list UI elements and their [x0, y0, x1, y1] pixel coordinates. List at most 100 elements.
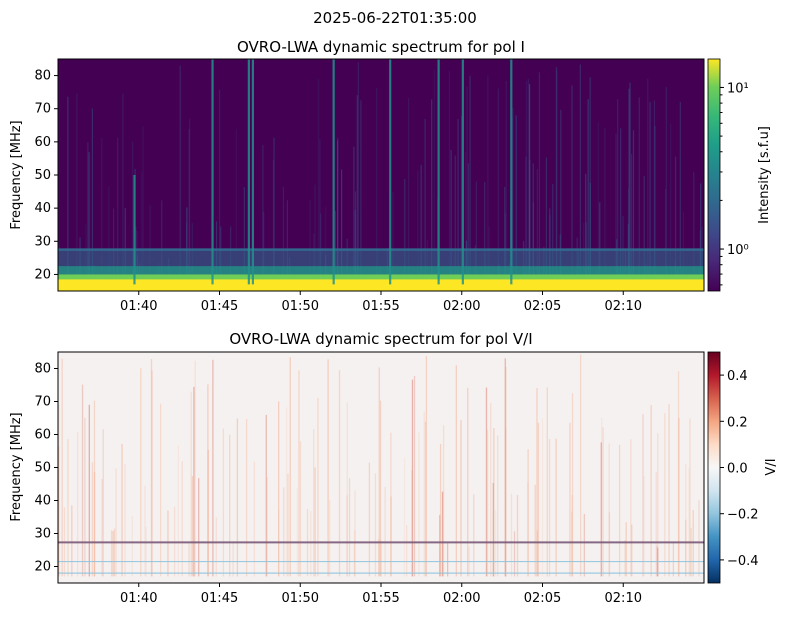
spectrum-stripe — [604, 127, 606, 288]
polarization-stripe — [327, 359, 329, 577]
spectrum-stripe — [282, 186, 285, 288]
spectrum-stripe — [142, 126, 144, 288]
polarization-stripe — [571, 495, 573, 577]
polarization-stripe — [571, 393, 574, 577]
spectrum-stripe — [700, 183, 702, 288]
spectrum-stripe — [515, 115, 517, 288]
polarization-stripe — [140, 368, 142, 577]
spectrum-stripe — [638, 97, 640, 288]
polarization-stripe — [497, 435, 499, 577]
polarization-stripe — [58, 446, 60, 577]
burst-mark — [133, 175, 136, 285]
polarization-stripe — [289, 357, 291, 577]
polarization-stripe — [374, 473, 377, 577]
y-tick-label: 70 — [34, 395, 51, 410]
y-tick-label: 80 — [34, 69, 51, 84]
polarization-stripe — [390, 432, 392, 577]
spectrum-stripe — [552, 184, 554, 288]
spectrum-stripe — [461, 115, 463, 288]
burst-mark — [510, 59, 513, 285]
spectrum-stripe — [560, 109, 562, 288]
spectrum-stripe — [337, 137, 339, 288]
spectrum-stripe — [356, 95, 358, 288]
y-tick-label: 20 — [34, 560, 51, 575]
spectrum-stripe — [243, 187, 245, 288]
polarization-stripe — [212, 359, 214, 577]
colorbar-tick-label: 0.0 — [727, 462, 748, 477]
polarization-stripe — [685, 464, 687, 577]
spectrum-stripe — [392, 191, 394, 288]
polarization-stripe — [93, 400, 96, 577]
polarization-stripe — [698, 500, 700, 577]
polarization-stripe — [424, 421, 427, 577]
polarization-stripe — [527, 449, 529, 577]
polarization-stripe — [151, 370, 153, 577]
panel2-x-axis: 01:40 01:45 01:50 01:55 02:00 02:05 02:10 — [120, 583, 642, 606]
polarization-stripe — [91, 462, 94, 577]
spectrum-stripe — [629, 82, 631, 288]
spectrum-stripe — [357, 62, 359, 288]
polarization-stripe — [485, 387, 488, 577]
spectrum-stripe — [525, 156, 527, 288]
x-tick-label: 01:50 — [282, 591, 319, 606]
polarization-stripe — [299, 441, 302, 577]
polarization-stripe — [93, 472, 96, 577]
burst-mark — [437, 59, 440, 285]
spectrum-stripe — [309, 199, 311, 288]
spectrum-stripe — [117, 137, 119, 288]
spectrum-stripe — [179, 65, 181, 288]
spectrum-stripe — [420, 165, 422, 288]
polarization-stripe — [534, 484, 536, 577]
x-tick-label: 02:00 — [443, 591, 480, 606]
spectrum-stripe — [617, 99, 619, 288]
spectrum-stripe — [188, 118, 191, 288]
polarization-stripe — [510, 493, 513, 577]
polarization-stripe — [113, 528, 116, 577]
spectrum-stripe — [325, 206, 327, 288]
panel2-y-axis: 20 30 40 50 60 70 80 — [34, 362, 58, 575]
polarization-stripe — [384, 486, 386, 577]
polarization-stripe — [446, 543, 449, 577]
polarization-stripe — [121, 443, 123, 577]
polarization-stripe — [115, 468, 117, 577]
spectrum-stripe — [465, 152, 467, 288]
colorbar-intensity-ticks: 10⁰ 10¹ — [720, 81, 749, 286]
figure-suptitle: 2025-06-22T01:35:00 — [313, 9, 477, 27]
polarization-stripe — [191, 476, 194, 577]
spectrum-stripe — [555, 67, 558, 288]
colorbar-tick-label: 0.4 — [727, 369, 748, 384]
polarization-stripe — [278, 401, 280, 577]
spectrum-stripe — [88, 152, 90, 288]
polarization-stripe — [418, 432, 420, 577]
polarization-stripe — [198, 478, 200, 577]
polarization-stripe — [266, 477, 268, 577]
polarization-stripe — [368, 462, 371, 577]
polarization-stripe — [569, 422, 571, 577]
polarization-stripe — [101, 479, 103, 577]
polarization-stripe — [493, 428, 495, 577]
spectrum-stripe — [587, 99, 589, 288]
colorbar-vi-ticks: −0.4 −0.2 0.0 0.2 0.4 — [720, 369, 759, 569]
burst-mark — [251, 59, 254, 285]
polarization-stripe — [678, 418, 680, 577]
spectrum-stripe — [58, 76, 60, 288]
panel2-plot-area — [58, 352, 704, 583]
spectrum-stripe — [466, 86, 468, 288]
polarization-stripe — [439, 514, 441, 577]
spectrum-stripe — [549, 208, 551, 288]
polarization-stripe — [601, 417, 603, 577]
polarization-stripe — [390, 496, 392, 577]
spectrum-stripe — [112, 208, 115, 288]
polarization-stripe — [346, 495, 348, 577]
stokes-i-panel: OVRO-LWA dynamic spectrum for pol I 01:4… — [9, 38, 772, 314]
polarization-stripe — [229, 434, 231, 577]
polarization-stripe — [160, 403, 162, 577]
spectrum-stripe — [76, 93, 78, 288]
polarization-stripe — [317, 397, 319, 577]
polarization-stripe — [536, 388, 538, 577]
y-tick-label: 50 — [34, 168, 51, 183]
polarization-stripe — [490, 403, 492, 577]
polarization-stripe — [668, 404, 670, 577]
polarization-stripe — [181, 461, 183, 577]
